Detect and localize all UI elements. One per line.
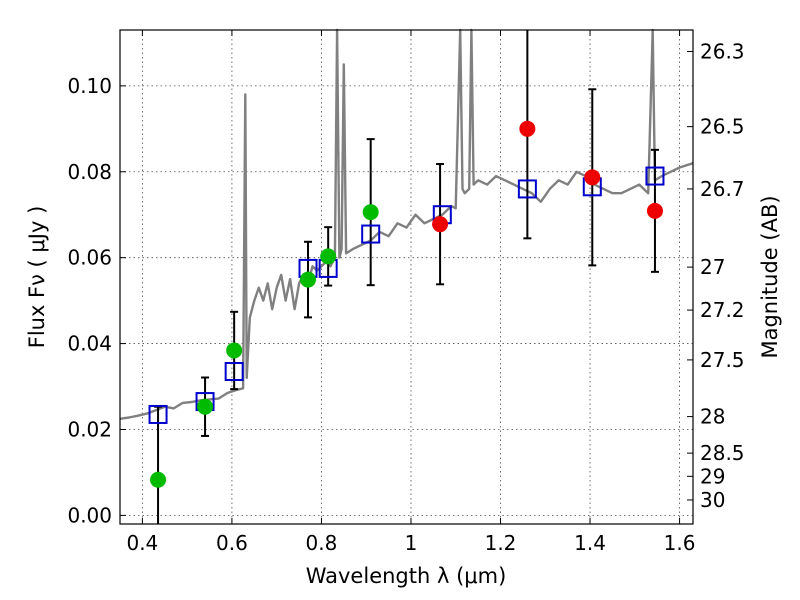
- right-tick-label: 26.3: [700, 39, 745, 63]
- model-box-marker: [517, 179, 537, 199]
- y-axis-title: Flux Fν ( μJy ): [25, 206, 49, 349]
- y-tick-label: 0.08: [67, 160, 112, 184]
- y-tick-label: 0.10: [67, 74, 112, 98]
- x-tick-label: 0.8: [306, 531, 338, 555]
- right-tick-label: 26.7: [700, 177, 745, 201]
- x-tick-label: 0.4: [126, 531, 158, 555]
- right-axis-title: Magnitude (AB): [758, 195, 782, 358]
- y-tick-label: 0.06: [67, 246, 112, 270]
- y-tick-label: 0.04: [67, 332, 112, 356]
- right-tick-label: 28.5: [700, 441, 745, 465]
- y-tick-label: 0.00: [67, 503, 112, 527]
- model-box-marker: [148, 404, 168, 424]
- x-axis-title: Wavelength λ (μm): [306, 564, 507, 588]
- right-tick-label: 27: [700, 255, 725, 279]
- x-tick-label: 1.6: [664, 531, 696, 555]
- x-tick-label: 1: [405, 531, 418, 555]
- right-tick-label: 27.5: [700, 348, 745, 372]
- right-tick-label: 26.5: [700, 115, 745, 139]
- data-point-green: [320, 248, 337, 265]
- data-point-green: [300, 271, 317, 288]
- data-point-green: [197, 398, 214, 415]
- data-point-red: [519, 120, 536, 137]
- spectrum-line: [119, 28, 694, 420]
- data-point-green: [150, 471, 167, 488]
- model-box-marker: [224, 362, 244, 382]
- right-tick-label: 29: [700, 464, 725, 488]
- right-tick-label: 28: [700, 405, 725, 429]
- x-axis-ticks: 0.4 0.6 0.8 1 1.2 1.4 1.6: [126, 30, 695, 555]
- right-tick-label: 27.2: [700, 298, 745, 322]
- x-tick-label: 0.6: [216, 531, 248, 555]
- data-point-red: [432, 216, 449, 233]
- model-photometry-boxes: [148, 166, 665, 424]
- error-bars: [154, 30, 659, 524]
- data-point-red: [584, 169, 601, 186]
- data-point-red: [646, 202, 663, 219]
- plot-frame: [119, 29, 694, 525]
- data-point-green: [362, 204, 379, 221]
- x-tick-label: 1.4: [574, 531, 606, 555]
- x-tick-label: 1.2: [485, 531, 517, 555]
- model-box-marker: [645, 166, 665, 186]
- data-point-green: [226, 342, 243, 359]
- model-box-marker: [361, 224, 381, 244]
- y-axis-ticks: 0.00 0.02 0.04 0.06 0.08 0.10: [67, 74, 126, 527]
- observed-photometry-points: [150, 120, 663, 488]
- y-tick-label: 0.02: [67, 417, 112, 441]
- right-tick-label: 30: [700, 488, 725, 512]
- spectrum-layer: [119, 28, 694, 420]
- grid-lines: [120, 30, 693, 524]
